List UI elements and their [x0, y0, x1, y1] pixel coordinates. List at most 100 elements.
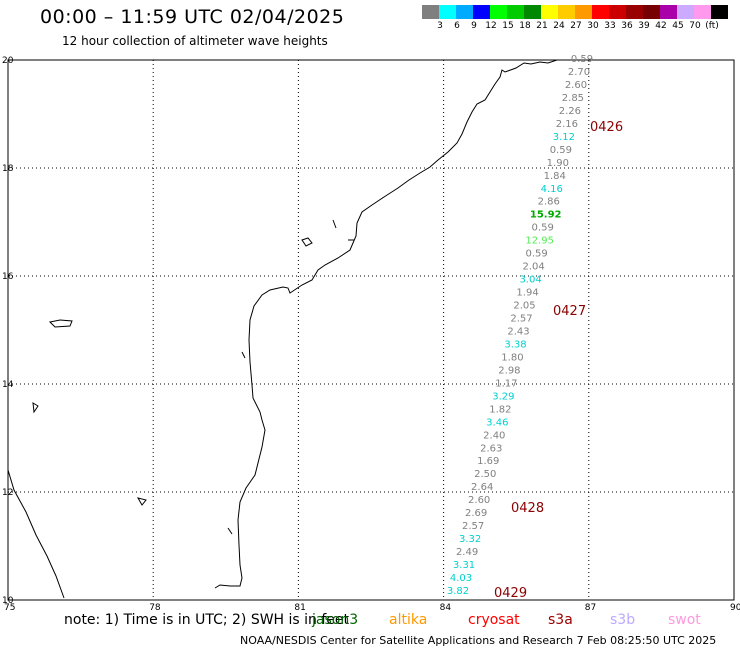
swh-measurement: 2.60	[468, 495, 490, 506]
pass-time-label: 0429	[494, 586, 527, 601]
color-legend-labels: 3 6 9 12 15 18 21 24 27 30 33 36 39 42 45 70 (ft)	[422, 21, 740, 33]
legend-label: 27	[570, 21, 582, 31]
swh-measurement: 1.90	[547, 158, 569, 169]
legend-swatch	[439, 5, 456, 19]
swh-measurement: 3.29	[492, 391, 514, 402]
map-frame	[7, 59, 735, 601]
lon-tick-label: 81	[294, 603, 305, 613]
legend-swatch	[592, 5, 609, 19]
satellite-name: s3a	[548, 612, 573, 628]
swh-measurement: 2.98	[498, 365, 520, 376]
swh-measurement: 3.38	[504, 339, 526, 350]
legend-swatch	[677, 5, 694, 19]
lon-tick-label: 87	[585, 603, 596, 613]
coastline-island-7	[241, 351, 246, 359]
lon-tick-label: 75	[4, 603, 15, 613]
swh-measurement: 1.17	[495, 378, 517, 389]
lon-tick-label: 84	[440, 603, 452, 613]
swh-measurement: 12.95	[525, 236, 554, 247]
swh-measurement: 1.94	[516, 288, 538, 299]
swh-measurement: 3.46	[486, 417, 508, 428]
swh-measurement: 3.31	[453, 560, 475, 571]
legend-swatch	[609, 5, 626, 19]
legend-label: 15	[502, 21, 514, 31]
coastline-main	[214, 59, 558, 589]
legend-label: 45	[672, 21, 684, 31]
map-title: 00:00 – 11:59 UTC 02/04/2025	[40, 6, 345, 28]
legend-label: 21	[536, 21, 548, 31]
swh-measurement: 1.82	[489, 404, 511, 415]
legend-swatch	[558, 5, 575, 19]
swh-measurement: 2.26	[559, 106, 581, 117]
swh-measurement: 0.59	[532, 223, 554, 234]
lat-tick-label: 16	[2, 272, 14, 282]
legend-label: 70	[689, 21, 701, 31]
swh-measurement: 0.59	[526, 249, 548, 260]
legend-label: 30	[587, 21, 599, 31]
satellite-name: cryosat	[468, 612, 520, 628]
satellite-name: jason3	[312, 612, 359, 628]
coastline-island-1	[301, 237, 313, 247]
units-note: note: 1) Time is in UTC; 2) SWH is in fe…	[64, 612, 350, 628]
swh-measurement: 2.86	[538, 197, 560, 208]
swh-measurement: 0.59	[550, 145, 572, 156]
swh-measurement: 2.85	[562, 93, 584, 104]
legend-label: 36	[621, 21, 633, 31]
coastline-island-8	[227, 527, 233, 535]
legend-swatch	[490, 5, 507, 19]
swh-measurement: 2.04	[522, 262, 544, 273]
legend-swatch	[456, 5, 473, 19]
swh-measurement: 2.64	[471, 482, 493, 493]
legend-label: 6	[454, 21, 460, 31]
satellite-name: altika	[389, 612, 428, 628]
map-grid	[7, 59, 735, 601]
swh-measurement: 4.16	[541, 184, 563, 195]
pass-time-label: 0427	[553, 304, 586, 319]
footer-credit: NOAA/NESDIS Center for Satellite Applica…	[240, 634, 717, 647]
legend-label: 42	[655, 21, 667, 31]
coastline-west	[7, 469, 65, 599]
coastline-island-2	[48, 319, 73, 328]
legend-label: 33	[604, 21, 616, 31]
swh-measurement: 2.05	[513, 301, 535, 312]
swh-measurement: 3.04	[519, 275, 541, 286]
swh-measurement: 1.69	[477, 456, 499, 467]
swh-measurement: 1.84	[544, 171, 566, 182]
swh-measurement: 2.57	[462, 521, 484, 532]
legend-swatch	[575, 5, 592, 19]
legend-swatch	[507, 5, 524, 19]
lon-tick-label: 90	[730, 603, 740, 613]
pass-time-label: 0428	[511, 501, 544, 516]
swh-measurement: 1.80	[501, 352, 523, 363]
legend-label: (ft)	[705, 21, 719, 31]
color-legend	[422, 5, 728, 19]
lat-tick-label: 12	[2, 488, 13, 498]
legend-swatch	[541, 5, 558, 19]
legend-swatch	[660, 5, 677, 19]
legend-label: 24	[553, 21, 565, 31]
coastline-island-5	[332, 219, 337, 229]
legend-label: 12	[485, 21, 497, 31]
legend-swatch	[422, 5, 439, 19]
legend-swatch	[711, 5, 728, 19]
swh-measurement: 3.32	[459, 534, 481, 545]
swh-measurement: 0.59	[571, 54, 593, 65]
swh-measurement: 3.82	[447, 586, 469, 597]
coastline-island-3	[32, 402, 39, 414]
legend-swatch	[694, 5, 711, 19]
legend-label: 39	[638, 21, 650, 31]
swh-measurement: 2.16	[556, 119, 578, 130]
swh-measurement: 3.12	[553, 132, 575, 143]
swh-measurement: 2.60	[565, 80, 587, 91]
measurement-labels: 0.59 2.70 2.60 2.85 2.26 2.16 3.12 0.59 1.90 1.84…	[447, 54, 593, 597]
swh-measurement: 2.63	[480, 443, 502, 454]
swh-measurement: 2.43	[507, 326, 529, 337]
swh-measurement: 4.03	[450, 573, 472, 584]
swh-measurement: 2.57	[510, 314, 532, 325]
lon-tick-label: 78	[149, 603, 161, 613]
swh-measurement: 15.92	[530, 210, 562, 221]
pass-time-labels: 0426 0427 0428 0429	[494, 120, 623, 601]
legend-label: 9	[471, 21, 477, 31]
